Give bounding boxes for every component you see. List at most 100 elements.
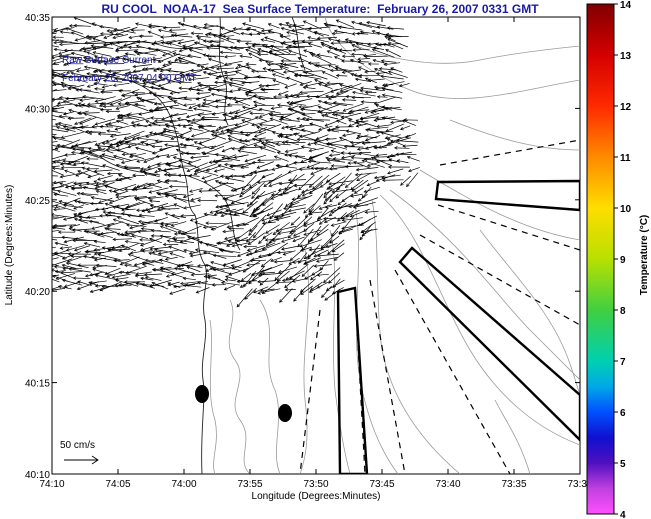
vector-head xyxy=(149,85,154,90)
vector-head xyxy=(190,31,195,35)
current-vector xyxy=(52,200,66,206)
vector-head xyxy=(249,214,253,218)
vector-head xyxy=(280,42,284,46)
vector-head xyxy=(245,48,249,52)
current-vector xyxy=(151,282,169,290)
current-vector xyxy=(364,55,388,58)
vector-head xyxy=(388,158,393,162)
vector-head xyxy=(355,119,360,123)
current-vector xyxy=(241,119,260,127)
vector-head xyxy=(399,126,404,131)
current-vector xyxy=(321,114,339,120)
vector-head xyxy=(36,260,39,263)
current-vector xyxy=(328,46,347,54)
current-vector xyxy=(242,141,261,148)
current-vector xyxy=(218,74,236,77)
vector-head xyxy=(365,128,369,132)
vector-head xyxy=(63,112,67,116)
current-vector xyxy=(167,282,181,289)
current-vector xyxy=(204,175,224,183)
vector-head xyxy=(226,243,230,247)
vector-head xyxy=(276,278,281,282)
current-vector xyxy=(292,260,307,263)
current-vector xyxy=(253,95,273,99)
vector-head xyxy=(183,103,187,107)
vector-head xyxy=(350,194,354,198)
vector-head xyxy=(325,244,330,248)
current-vector xyxy=(143,78,165,85)
vector-head xyxy=(313,30,318,35)
vector-head xyxy=(241,119,245,123)
vector-head xyxy=(264,36,268,40)
current-vector xyxy=(166,153,178,158)
vector-head xyxy=(345,213,350,218)
vector-head xyxy=(82,58,87,63)
vector-head xyxy=(326,158,331,163)
vector-head xyxy=(237,87,242,92)
current-vector xyxy=(262,279,282,294)
vector-head xyxy=(326,50,331,54)
vector-head xyxy=(285,45,289,50)
vector-head xyxy=(141,282,145,287)
vector-head xyxy=(216,44,221,48)
vector-head xyxy=(42,187,45,190)
current-vector xyxy=(389,159,401,163)
current-vector xyxy=(74,117,92,125)
vector-head xyxy=(252,207,257,212)
current-vector xyxy=(52,27,59,31)
current-vector xyxy=(236,288,253,308)
vector-head xyxy=(330,41,334,45)
current-vector xyxy=(85,249,101,252)
vector-head xyxy=(400,182,404,186)
current-vector xyxy=(274,264,291,281)
vector-head xyxy=(299,65,304,69)
vector-head xyxy=(328,46,332,50)
current-vector xyxy=(400,175,411,186)
current-vector xyxy=(99,98,123,107)
current-vector xyxy=(325,157,340,162)
vector-head xyxy=(133,262,138,267)
current-vector xyxy=(382,106,402,111)
current-vector xyxy=(237,64,250,69)
vector-head xyxy=(106,274,111,278)
current-vector xyxy=(376,174,396,182)
vector-head xyxy=(253,170,258,175)
current-vector xyxy=(140,170,156,176)
current-vector xyxy=(86,73,108,77)
vector-head xyxy=(127,213,131,218)
vector-head xyxy=(265,230,269,234)
current-vector xyxy=(99,155,115,161)
vector-head xyxy=(298,167,303,172)
current-vector xyxy=(308,193,324,213)
vector-head xyxy=(228,111,233,115)
vector-head xyxy=(244,159,249,163)
plot-area[interactable] xyxy=(51,16,581,475)
vector-head xyxy=(77,170,81,174)
current-vector xyxy=(358,22,381,29)
vector-head xyxy=(347,161,351,165)
vector-head xyxy=(81,166,86,171)
vector-head xyxy=(252,213,257,218)
vector-head xyxy=(38,216,41,219)
current-vector xyxy=(225,77,244,80)
vector-head xyxy=(328,182,332,186)
vector-head xyxy=(233,45,237,50)
current-vector xyxy=(215,194,234,197)
vector-head xyxy=(128,76,133,80)
vector-head xyxy=(253,144,258,148)
current-vector xyxy=(303,257,321,265)
vector-head xyxy=(52,160,57,164)
current-vector xyxy=(275,211,297,218)
vector-head xyxy=(268,183,272,188)
vector-head xyxy=(381,178,386,182)
vector-head xyxy=(140,276,144,281)
vector-head xyxy=(396,139,400,143)
current-vector xyxy=(257,159,282,161)
current-vector xyxy=(313,139,329,145)
current-vector xyxy=(71,186,88,189)
current-vector xyxy=(196,287,210,294)
vector-head xyxy=(321,113,325,118)
current-vector xyxy=(280,35,291,38)
current-vector xyxy=(277,231,291,235)
vector-head xyxy=(349,58,354,63)
